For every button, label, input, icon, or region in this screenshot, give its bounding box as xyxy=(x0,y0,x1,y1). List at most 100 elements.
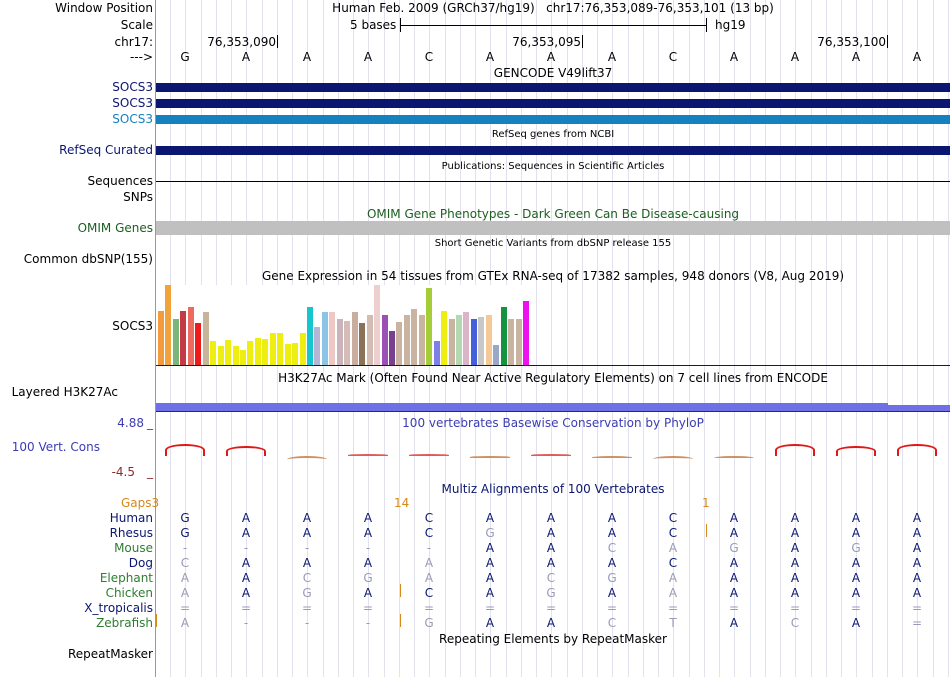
gtex-tissue-bar[interactable] xyxy=(255,338,261,365)
gtex-tissue-bar[interactable] xyxy=(449,319,455,365)
phylop-score-mark[interactable] xyxy=(470,456,510,458)
gtex-tissue-bar[interactable] xyxy=(389,331,395,365)
gencode-transcript-label[interactable]: SOCS3 xyxy=(112,80,153,94)
multiz-track-title[interactable]: Multiz Alignments of 100 Vertebrates xyxy=(441,482,665,496)
omim-phenotype-bar[interactable] xyxy=(156,221,950,235)
gtex-tissue-bar[interactable] xyxy=(188,307,194,365)
gencode-transcript-label[interactable]: SOCS3 xyxy=(112,96,153,110)
gtex-tissue-bar[interactable] xyxy=(173,319,179,365)
phylop-score-mark[interactable] xyxy=(653,456,693,462)
snps-track-label[interactable]: SNPs xyxy=(123,190,153,204)
gtex-tissue-bar[interactable] xyxy=(426,288,432,365)
repeatmasker-track-title[interactable]: Repeating Elements by RepeatMasker xyxy=(439,632,667,646)
phylop-track-label[interactable]: 100 Vert. Cons xyxy=(11,440,100,454)
dbsnp-track-label[interactable]: Common dbSNP(155) xyxy=(23,252,153,266)
multiz-species-label[interactable]: Chicken xyxy=(105,586,153,600)
gtex-tissue-bar[interactable] xyxy=(456,315,462,365)
phylop-score-mark[interactable] xyxy=(836,446,876,456)
multiz-species-label[interactable]: Mouse xyxy=(114,541,153,555)
h3k27ac-track-label[interactable]: Layered H3K27Ac xyxy=(11,385,118,399)
multiz-species-label[interactable]: X_tropicalis xyxy=(84,601,153,615)
omim-track-label[interactable]: OMIM Genes xyxy=(77,221,153,235)
gencode-transcript-bar[interactable] xyxy=(156,83,950,92)
gtex-tissue-bar[interactable] xyxy=(493,345,499,365)
gtex-tissue-bar[interactable] xyxy=(322,312,328,365)
gtex-tissue-bar[interactable] xyxy=(471,319,477,365)
gtex-tissue-bar[interactable] xyxy=(516,319,522,365)
phylop-score-mark[interactable] xyxy=(226,446,266,456)
gtex-tissue-bar[interactable] xyxy=(396,322,402,365)
gtex-tissue-bar[interactable] xyxy=(180,311,186,365)
gtex-tissue-bar[interactable] xyxy=(195,323,201,365)
gtex-tissue-bar[interactable] xyxy=(434,341,440,365)
gtex-tissue-bar[interactable] xyxy=(344,321,350,365)
h3k27ac-track-title[interactable]: H3K27Ac Mark (Often Found Near Active Re… xyxy=(278,371,828,385)
gtex-tissue-bar[interactable] xyxy=(523,301,529,365)
h3k27ac-signal-tail[interactable] xyxy=(888,405,950,411)
gtex-tissue-bar[interactable] xyxy=(262,339,268,365)
gtex-tissue-bar[interactable] xyxy=(329,312,335,365)
gtex-tissue-bar[interactable] xyxy=(314,327,320,365)
phylop-score-mark[interactable] xyxy=(409,454,449,456)
phylop-score-mark[interactable] xyxy=(287,456,327,463)
refseq-track-title[interactable]: RefSeq genes from NCBI xyxy=(491,129,615,140)
gtex-tissue-bar[interactable] xyxy=(292,343,298,365)
phylop-score-mark[interactable] xyxy=(897,444,937,456)
gtex-tissue-bar[interactable] xyxy=(486,315,492,365)
gtex-tissue-bar[interactable] xyxy=(501,307,507,365)
refseq-gene-bar[interactable] xyxy=(156,146,950,155)
gtex-track-title[interactable]: Gene Expression in 54 tissues from GTEx … xyxy=(261,269,845,283)
gtex-tissue-bar[interactable] xyxy=(225,340,231,365)
publications-track-label[interactable]: Sequences xyxy=(87,174,153,188)
omim-track-title[interactable]: OMIM Gene Phenotypes - Dark Green Can Be… xyxy=(366,207,740,221)
refseq-track-label[interactable]: RefSeq Curated xyxy=(59,143,153,157)
phylop-score-mark[interactable] xyxy=(165,444,205,456)
gtex-tissue-bar[interactable] xyxy=(441,311,447,365)
publications-track-title[interactable]: Publications: Sequences in Scientific Ar… xyxy=(441,161,665,172)
phylop-score-mark[interactable] xyxy=(775,444,815,456)
gtex-tissue-bar[interactable] xyxy=(382,315,388,365)
phylop-score-mark[interactable] xyxy=(348,454,388,456)
gtex-tissue-bar[interactable] xyxy=(233,346,239,365)
multiz-species-label[interactable]: Human xyxy=(109,511,153,525)
phylop-score-mark[interactable] xyxy=(714,456,754,460)
gtex-tissue-bar[interactable] xyxy=(158,311,164,365)
h3k27ac-signal[interactable] xyxy=(156,403,888,411)
gtex-tissue-bar[interactable] xyxy=(270,333,276,365)
gtex-tissue-bar[interactable] xyxy=(478,317,484,365)
gencode-transcript-label[interactable]: SOCS3 xyxy=(112,112,153,126)
gtex-tissue-bar[interactable] xyxy=(463,312,469,365)
gtex-tissue-bar[interactable] xyxy=(508,319,514,365)
gtex-tissue-bar[interactable] xyxy=(277,333,283,365)
multiz-species-label[interactable]: Dog xyxy=(128,556,153,570)
gencode-transcript-bar[interactable] xyxy=(156,99,950,108)
gtex-tissue-bar[interactable] xyxy=(374,285,380,365)
phylop-score-mark[interactable] xyxy=(592,456,632,459)
gtex-tissue-bar[interactable] xyxy=(359,323,365,365)
phylop-track-title[interactable]: 100 vertebrates Basewise Conservation by… xyxy=(402,416,704,430)
phylop-score-mark[interactable] xyxy=(531,454,571,456)
window-position-text[interactable]: Human Feb. 2009 (GRCh37/hg19) chr17:76,3… xyxy=(332,1,774,15)
multiz-species-label[interactable]: Zebrafish xyxy=(96,616,153,630)
gtex-tissue-bar[interactable] xyxy=(285,344,291,365)
gtex-tissue-bar[interactable] xyxy=(419,315,425,365)
gtex-tissue-bar[interactable] xyxy=(411,309,417,365)
gtex-tissue-bar[interactable] xyxy=(218,346,224,365)
gtex-tissue-bar[interactable] xyxy=(404,315,410,365)
gtex-tissue-bar[interactable] xyxy=(165,285,171,365)
gencode-transcript-bar[interactable] xyxy=(156,115,950,124)
gencode-track-title[interactable]: GENCODE V49lift37 xyxy=(493,66,613,80)
multiz-species-label[interactable]: Rhesus xyxy=(109,526,153,540)
gtex-tissue-bar[interactable] xyxy=(307,307,313,365)
dbsnp-track-title[interactable]: Short Genetic Variants from dbSNP releas… xyxy=(434,238,672,249)
repeatmasker-track-label[interactable]: RepeatMasker xyxy=(67,647,153,661)
gtex-tissue-bar[interactable] xyxy=(210,341,216,365)
gtex-tissue-bar[interactable] xyxy=(352,312,358,365)
gtex-tissue-bar[interactable] xyxy=(240,350,246,365)
gtex-tissue-bar[interactable] xyxy=(247,341,253,365)
gtex-tissue-bar[interactable] xyxy=(337,319,343,365)
gtex-tissue-bar[interactable] xyxy=(300,333,306,365)
multiz-species-label[interactable]: Elephant xyxy=(99,571,153,585)
gtex-tissue-bar[interactable] xyxy=(367,315,373,365)
gtex-tissue-bar[interactable] xyxy=(203,312,209,365)
